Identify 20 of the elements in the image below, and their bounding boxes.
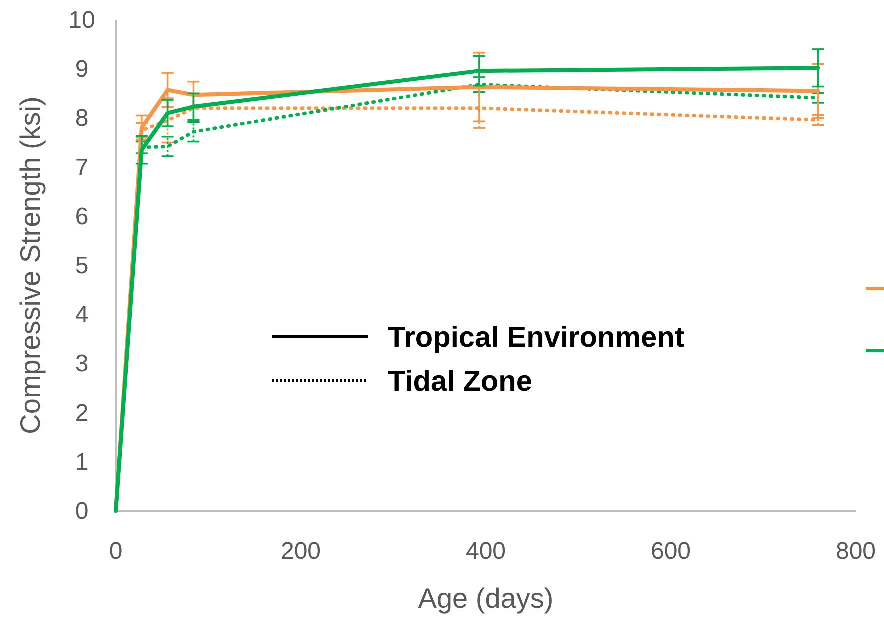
y-tick-label: 4 [75, 302, 89, 329]
x-tick-label: 600 [650, 538, 692, 565]
y-tick-label: 9 [75, 56, 89, 84]
y-tick-label: 10 [68, 7, 96, 34]
x-tick-label: 0 [109, 538, 123, 565]
y-tick-label: 1 [75, 448, 89, 476]
x-tick-label: 800 [836, 538, 876, 565]
y-tick-label: 6 [75, 203, 89, 230]
y-tick-label: 7 [75, 154, 89, 182]
y-tick-label: 0 [75, 498, 89, 525]
y-axis-title: Compressive Strength (ksi) [15, 96, 46, 434]
y-tick-label: 3 [75, 350, 89, 378]
x-tick-label: 400 [466, 538, 506, 565]
annotation: Tropical Environment [388, 322, 685, 354]
y-tick-label: 2 [75, 400, 89, 427]
y-tick-label: 8 [75, 105, 89, 132]
x-axis-title: Age (days) [418, 583, 554, 614]
y-tick-label: 5 [75, 252, 89, 280]
x-tick-label: 200 [280, 538, 322, 565]
annotation: Tidal Zone [388, 366, 532, 398]
